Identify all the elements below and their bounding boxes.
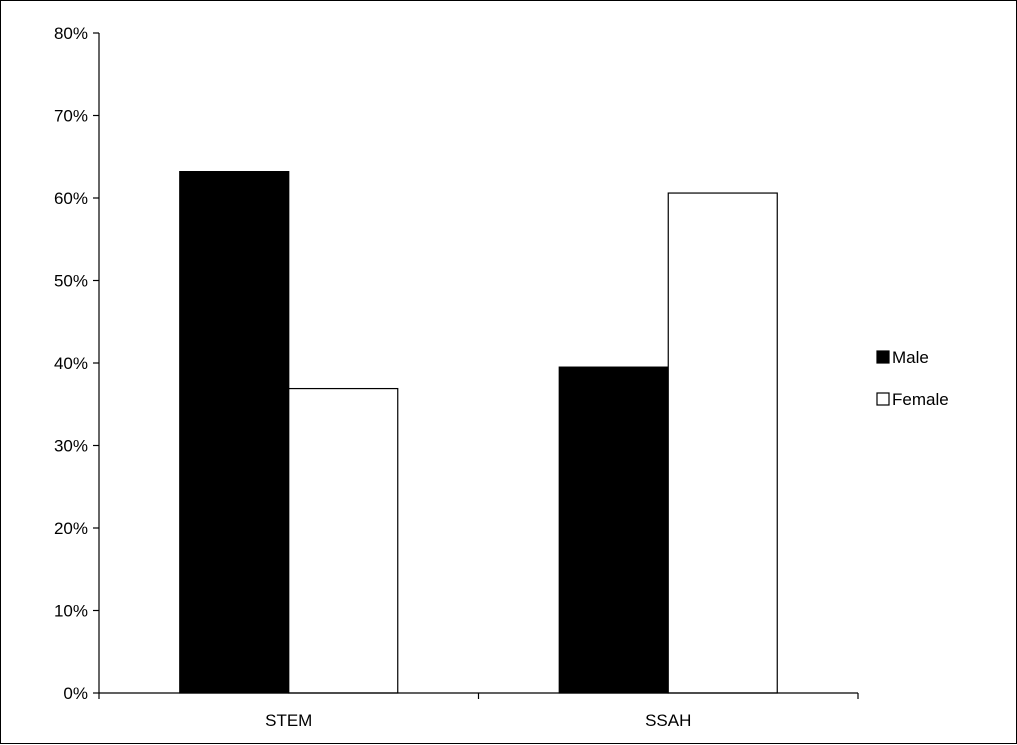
y-tick-label: 40% xyxy=(54,354,88,373)
legend-swatch-male xyxy=(876,350,890,364)
bar-male-stem xyxy=(179,171,290,694)
y-tick-label: 50% xyxy=(54,272,88,291)
x-axis: STEM SSAH xyxy=(98,692,859,730)
legend-swatch-female xyxy=(876,392,890,406)
bars xyxy=(179,171,778,694)
legend-label-female: Female xyxy=(892,390,949,409)
y-tick-label: 60% xyxy=(54,189,88,208)
x-tick-label: SSAH xyxy=(645,711,691,730)
legend: Male Female xyxy=(876,348,949,409)
y-tick-label: 20% xyxy=(54,519,88,538)
legend-label-male: Male xyxy=(892,348,929,367)
bar-female-ssah xyxy=(667,192,778,694)
y-tick-label: 70% xyxy=(54,107,88,126)
y-tick-label: 0% xyxy=(63,684,88,703)
x-tick-label: STEM xyxy=(265,711,312,730)
y-axis: 0% 10% 20% 30% 40% 50% 60% 70% 80% xyxy=(54,24,100,703)
bar-female-stem xyxy=(288,387,399,694)
y-tick-label: 30% xyxy=(54,437,88,456)
bar-male-ssah xyxy=(558,366,669,694)
y-tick-label: 80% xyxy=(54,24,88,43)
y-tick-label: 10% xyxy=(54,602,88,621)
